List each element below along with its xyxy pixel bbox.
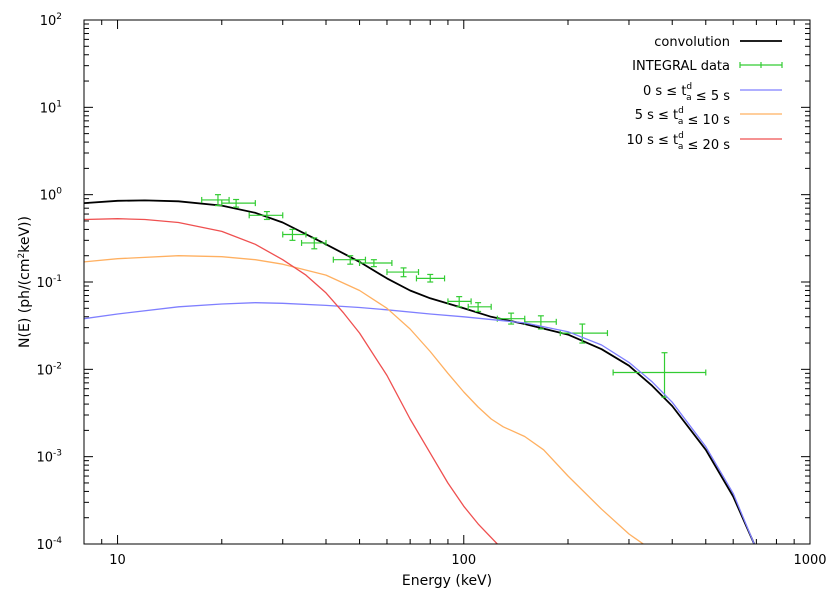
data-point xyxy=(358,259,393,268)
plot-area xyxy=(84,194,756,544)
data-point xyxy=(415,273,446,283)
data-point xyxy=(386,267,420,278)
data-point xyxy=(248,210,284,221)
legend-label: 0 s ≤ td a ≤ 5 s xyxy=(643,82,730,104)
y-tick-label: 100 xyxy=(40,187,63,204)
legend-label: convolution xyxy=(654,35,730,50)
y-tick-label: 10-4 xyxy=(36,536,62,553)
series-line xyxy=(84,199,756,544)
legend-item: 0 s ≤ td a ≤ 5 s xyxy=(643,82,782,104)
legend: convolution INTEGRAL data 0 s ≤ td a ≤ 5 s5… xyxy=(626,35,783,153)
data-point xyxy=(221,198,256,208)
y-tick-label: 10-3 xyxy=(36,449,62,466)
data-point xyxy=(447,296,472,308)
legend-label: 10 s ≤ td a ≤ 20 s xyxy=(626,131,730,153)
plot-frame xyxy=(83,19,811,545)
y-tick-label: 10-1 xyxy=(36,274,62,291)
x-tick-label: 10 xyxy=(109,553,126,568)
legend-item: convolution xyxy=(654,35,782,50)
y-tick-label: 101 xyxy=(40,99,62,116)
legend-label: 5 s ≤ td a ≤ 10 s xyxy=(635,106,731,128)
x-tick-label: 1000 xyxy=(793,553,826,568)
y-tick-label: 10-2 xyxy=(36,361,62,378)
data-point xyxy=(559,323,609,344)
x-tick-label: 100 xyxy=(451,553,476,568)
legend-label: INTEGRAL data xyxy=(632,59,730,74)
data-point xyxy=(300,237,327,250)
data-point xyxy=(612,352,707,398)
tick-marks xyxy=(83,20,810,545)
series-line xyxy=(84,302,755,544)
x-tick-labels: 10 100 1000 xyxy=(109,553,826,568)
data-point xyxy=(524,315,557,330)
x-axis-title: Energy (keV) xyxy=(402,573,492,589)
legend-item: 10 s ≤ td a ≤ 20 s xyxy=(626,131,782,153)
legend-item: INTEGRAL data xyxy=(632,59,783,74)
y-axis-title: N(E) (ph/(cm2keV)) xyxy=(17,216,33,348)
series-line xyxy=(84,255,644,544)
data-point xyxy=(282,228,307,241)
data-point xyxy=(467,302,492,313)
y-tick-label: 102 xyxy=(40,12,62,29)
data-point xyxy=(332,255,367,265)
data-point xyxy=(201,194,230,207)
y-tick-labels: 10-4 10-3 10-2 10-1 100 101 102 xyxy=(36,12,62,553)
series-line xyxy=(84,218,498,544)
legend-item: 5 s ≤ td a ≤ 10 s xyxy=(635,106,782,128)
